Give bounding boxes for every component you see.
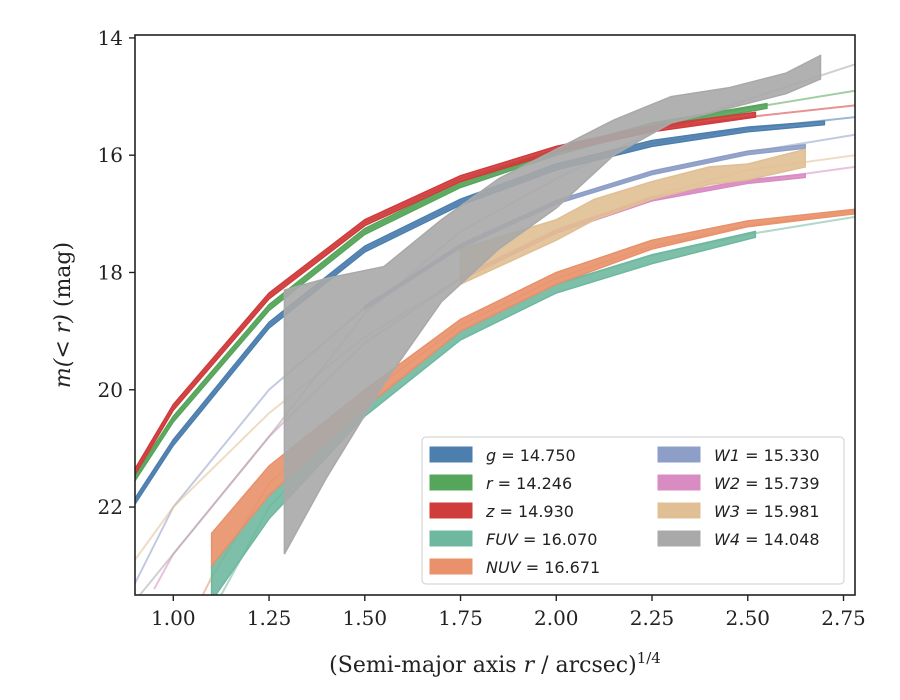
band-z [135,111,757,477]
legend-swatch-r [429,474,473,491]
legend-swatch-g [429,446,473,463]
y-tick-label: 20 [98,378,123,402]
legend-label-w2: W2 = 15.739 [714,474,820,493]
legend-swatch-w1 [657,446,701,463]
band-w3 [459,148,806,286]
legend-label-g: g = 14.750 [486,446,576,465]
x-tick-label: 1.25 [247,606,292,630]
legend-label-w3: W3 = 15.981 [714,502,820,521]
x-tick-label: 2.75 [821,606,866,630]
band-r [135,102,768,483]
legend-swatch-w2 [657,474,701,491]
axes: 1.00 1.25 1.50 1.75 2.00 2.25 2.50 2.75 14 16 18 20… [98,26,866,630]
y-tick-label: 16 [98,143,123,167]
x-tick-label: 2.00 [534,606,579,630]
legend-box [421,436,845,585]
legend-swatch-w3 [657,502,701,519]
x-tick-label: 1.50 [343,606,388,630]
y-tick-label: 22 [98,495,123,519]
legend-label-r: r = 14.246 [486,474,572,493]
legend-swatch-z [429,502,473,519]
legend-swatch-fuv [429,530,473,547]
legend-label-nuv: NUV = 16.671 [486,558,600,577]
data-bands [135,54,855,595]
x-axis-title: (Semi-major axis r / arcsec)1/4 [329,649,661,678]
legend-swatch-w4 [657,530,701,547]
legend-swatch-nuv [429,558,473,575]
legend: g = 14.750 r = 14.246 z = 14.930 FUV = 16.0… [421,436,845,585]
legend-label-w1: W1 = 15.330 [714,446,820,465]
band-w4 [283,54,822,555]
x-tick-label: 1.00 [151,606,196,630]
y-tick-label: 14 [98,26,123,50]
x-tick-label: 2.25 [630,606,675,630]
legend-label-z: z = 14.930 [485,502,574,521]
y-tick-label: 18 [98,260,123,284]
x-tick-label: 1.75 [438,606,483,630]
legend-label-w4: W4 = 14.048 [714,530,820,549]
y-axis-title: m(< r) (mag) [51,242,76,388]
legend-label-fuv: FUV = 16.070 [486,530,597,549]
plot-frame [134,34,856,596]
x-tick-label: 2.50 [726,606,771,630]
